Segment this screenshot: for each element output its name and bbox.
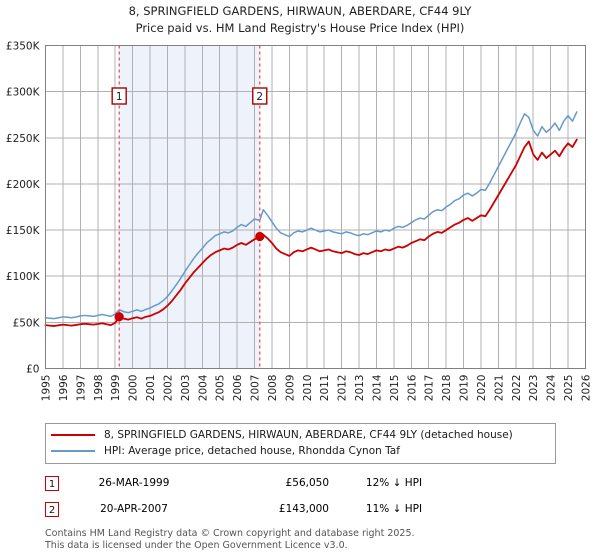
sale-marker-label: 1 [116,91,123,103]
footer-attribution: Contains HM Land Registry data © Crown c… [45,528,585,551]
x-axis-tick-label: 1995 [41,375,53,402]
x-axis-tick-label: 2022 [511,375,523,402]
legend-item-hpi: HPI: Average price, detached house, Rhon… [51,443,550,459]
sale-marker-box[interactable] [252,87,268,105]
x-axis-tick-label: 2000 [128,375,140,402]
x-axis-tick-label: 2006 [232,374,244,401]
sale-point-dot[interactable] [255,231,265,242]
x-axis-tick-label: 1996 [58,374,70,401]
y-axis-tick-label: £350K [6,41,41,53]
x-axis-tick-label: 2013 [354,375,366,402]
x-axis-tick-label: 2010 [302,375,314,402]
y-axis-tick-label: £250K [6,133,41,145]
x-axis-tick-label: 2016 [406,374,418,401]
title-line-2: Price paid vs. HM Land Registry's House … [135,21,465,35]
price-history-chart: £0 £50K £100K £150K £200K £250K £300K £350K 1995… [6,41,593,402]
transaction-price: £56,050 [285,477,329,489]
y-axis-tick-label: £150K [6,225,41,237]
table-row[interactable]: 2 20-APR-2007 £143,000 11% ↓ HPI [45,496,556,522]
x-axis-tick-label: 2020 [476,375,488,402]
transaction-marker-badge: 2 [45,501,59,517]
x-axis-tick-label: 2001 [145,375,157,402]
title-line-1: 8, SPRINGFIELD GARDENS, HIRWAUN, ABERDAR… [128,4,472,18]
sale-marker-box[interactable] [111,87,127,105]
transaction-hpi-delta: 11% ↓ HPI [365,503,423,515]
transaction-hpi-delta: 12% ↓ HPI [365,477,423,489]
x-axis-tick-label: 2025 [563,375,575,402]
y-axis-tick-label: £0 [26,364,39,376]
table-row[interactable]: 1 26-MAR-1999 £56,050 12% ↓ HPI [45,470,556,496]
legend-label-property: 8, SPRINGFIELD GARDENS, HIRWAUN, ABERDAR… [104,429,513,441]
x-axis-tick-label: 2002 [162,375,174,402]
chart-svg: £0 £50K £100K £150K £200K £250K £300K £350K 1995… [6,41,593,402]
x-axis-tick-label: 2018 [441,375,453,402]
sale-point-dot[interactable] [114,312,124,322]
y-axis-tick-label: £50K [13,317,41,329]
x-axis-tick-label: 1998 [93,375,105,402]
x-axis-tick-label: 1999 [110,375,122,402]
x-axis-tick-label: 2019 [459,375,471,402]
legend-label-hpi: HPI: Average price, detached house, Rhon… [104,445,400,457]
page-title: 8, SPRINGFIELD GARDENS, HIRWAUN, ABERDAR… [0,3,600,37]
x-axis-tick-label: 2012 [337,375,349,402]
x-axis-tick-label: 2003 [180,375,192,402]
series-line-hpi [44,111,578,320]
x-axis-tick-label: 2015 [389,375,401,402]
legend-swatch-property [51,434,95,436]
sale-marker-label: 2 [256,91,263,103]
x-axis-tick-label: 2026 [581,374,593,401]
transaction-price: £143,000 [278,503,329,515]
footer-line-2: This data is licensed under the Open Gov… [45,539,348,551]
series-line-property [44,138,578,327]
x-axis-tick-label: 2024 [546,374,558,401]
x-axis-tick-label: 2017 [424,375,436,402]
x-axis-tick-label: 2009 [284,375,296,402]
transactions-table: 1 26-MAR-1999 £56,050 12% ↓ HPI 2 20-APR… [45,470,556,522]
y-axis-tick-label: £100K [6,271,41,283]
transaction-date: 26-MAR-1999 [98,477,170,489]
transaction-date: 20-APR-2007 [100,503,168,515]
x-axis-tick-label: 2011 [319,375,331,402]
x-axis-tick-label: 1997 [75,375,87,402]
x-axis-tick-label: 2004 [197,374,209,401]
x-axis-tick-label: 2023 [528,375,540,402]
x-axis-tick-label: 2005 [215,375,227,402]
chart-legend: 8, SPRINGFIELD GARDENS, HIRWAUN, ABERDAR… [45,423,556,464]
footer-line-1: Contains HM Land Registry data © Crown c… [45,528,415,539]
legend-item-property: 8, SPRINGFIELD GARDENS, HIRWAUN, ABERDAR… [51,427,550,443]
y-axis-tick-label: £200K [6,179,41,191]
x-axis-tick-label: 2021 [493,375,505,402]
legend-swatch-hpi [51,450,95,452]
y-axis-tick-label: £300K [6,87,41,99]
x-axis-tick-label: 2014 [371,374,383,401]
plot-frame [45,45,586,369]
ownership-period-band [119,45,260,369]
transaction-marker-badge: 1 [45,475,59,491]
x-axis-tick-label: 2007 [250,375,262,402]
x-axis-tick-label: 2008 [267,375,279,402]
